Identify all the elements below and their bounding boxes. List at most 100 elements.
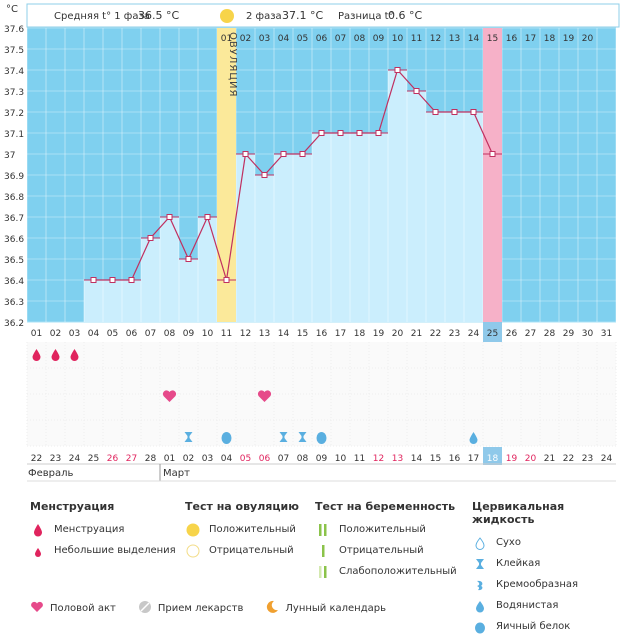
legend-pregnancy-weak: Слабоположительный bbox=[339, 566, 457, 577]
y-tick-label: 36.5 bbox=[4, 256, 24, 266]
legend-cervical-creamy: Кремообразная bbox=[496, 579, 579, 590]
calendar-date: 07 bbox=[278, 454, 289, 464]
legend-bottom-row: Половой акт Прием лекарств Лунный календ… bbox=[30, 600, 408, 617]
legend-pregnancy-positive: Положительный bbox=[339, 524, 426, 535]
cycle-day-label: 04 bbox=[88, 329, 100, 339]
menstruation-drop-icon bbox=[51, 349, 60, 361]
calendar-date: 08 bbox=[297, 454, 309, 464]
bar bbox=[445, 112, 464, 322]
pregnancy-weak-icon bbox=[315, 565, 331, 579]
today-marker bbox=[483, 447, 502, 465]
top-day-label: 18 bbox=[544, 34, 556, 44]
bar bbox=[331, 133, 350, 322]
cycle-day-label: 06 bbox=[126, 329, 138, 339]
top-day-label: 06 bbox=[316, 34, 328, 44]
spotting-drop-icon bbox=[30, 544, 46, 558]
bar bbox=[122, 280, 141, 322]
data-point bbox=[204, 214, 211, 220]
cycle-day-label: 28 bbox=[544, 329, 556, 339]
bar bbox=[464, 112, 483, 322]
ovulation-sun-icon bbox=[220, 9, 234, 23]
top-day-label: 16 bbox=[506, 34, 518, 44]
cycle-day-label: 24 bbox=[468, 329, 480, 339]
cycle-day-label: 20 bbox=[392, 329, 404, 339]
top-day-label: 07 bbox=[335, 34, 346, 44]
data-point bbox=[223, 277, 230, 283]
y-tick-label: 36.9 bbox=[4, 172, 24, 182]
y-tick-label: 36.3 bbox=[4, 298, 24, 308]
legend-cervical-eggwhite: Яичный белок bbox=[496, 621, 571, 632]
legend-ovulation-test-title: Тест на овуляцию bbox=[185, 500, 299, 513]
bar bbox=[407, 91, 426, 322]
y-tick-label: 37.1 bbox=[4, 130, 24, 140]
calendar-date: 10 bbox=[335, 454, 347, 464]
bar bbox=[84, 280, 103, 322]
top-day-label: 13 bbox=[449, 34, 460, 44]
top-day-label: 04 bbox=[278, 34, 290, 44]
calendar-date: 28 bbox=[145, 454, 157, 464]
data-point bbox=[242, 151, 249, 157]
cycle-day-label: 31 bbox=[601, 329, 612, 339]
legend-cervical-watery: Водянистая bbox=[496, 600, 559, 611]
cycle-day-label: 14 bbox=[278, 329, 290, 339]
calendar-date: 17 bbox=[468, 454, 479, 464]
data-point bbox=[375, 130, 382, 136]
calendar-date: 11 bbox=[354, 454, 365, 464]
data-point bbox=[394, 67, 401, 73]
moon-icon bbox=[265, 600, 279, 617]
phase1-value: 36.5 °C bbox=[138, 9, 179, 22]
cycle-day-label: 19 bbox=[373, 329, 385, 339]
ovulation-negative-icon bbox=[185, 544, 201, 558]
y-tick-label: 36.8 bbox=[4, 193, 24, 203]
data-point bbox=[451, 109, 458, 115]
cycle-day-label: 09 bbox=[183, 329, 195, 339]
egg-white-icon bbox=[316, 432, 327, 444]
calendar-date: 23 bbox=[50, 454, 61, 464]
legend-pregnancy-negative: Отрицательный bbox=[339, 545, 424, 556]
heart-icon bbox=[30, 601, 44, 616]
bar bbox=[426, 112, 445, 322]
top-day-label: 10 bbox=[392, 34, 404, 44]
cycle-day-label: 10 bbox=[202, 329, 214, 339]
y-tick-label: 37.3 bbox=[4, 88, 24, 98]
cycle-day-label: 11 bbox=[221, 329, 232, 339]
cycle-day-label: 29 bbox=[563, 329, 575, 339]
legend-pregnancy-test: Тест на беременность Положительный Отриц… bbox=[315, 500, 457, 582]
egg-white-icon bbox=[221, 432, 232, 444]
data-point bbox=[90, 277, 97, 283]
y-tick-label: 37 bbox=[4, 151, 15, 161]
calendar-date: 25 bbox=[88, 454, 99, 464]
data-point bbox=[356, 130, 363, 136]
cycle-day-label: 16 bbox=[316, 329, 328, 339]
calendar-date: 24 bbox=[69, 454, 81, 464]
data-point bbox=[489, 151, 496, 157]
calendar-date: 14 bbox=[411, 454, 423, 464]
top-day-label: 14 bbox=[468, 34, 480, 44]
bar bbox=[160, 217, 179, 322]
cycle-day-label: 03 bbox=[69, 329, 80, 339]
data-point bbox=[128, 277, 135, 283]
cycle-day-label: 26 bbox=[506, 329, 518, 339]
legend-medication: Прием лекарств bbox=[157, 603, 244, 614]
bar bbox=[255, 175, 274, 322]
heart-icon bbox=[162, 390, 177, 402]
top-day-label: 20 bbox=[582, 34, 594, 44]
bar bbox=[198, 217, 217, 322]
calendar-date: 19 bbox=[506, 454, 518, 464]
ovulation-positive-icon bbox=[185, 523, 201, 537]
calendar-date: 06 bbox=[259, 454, 271, 464]
cycle-day-label: 05 bbox=[107, 329, 118, 339]
highlight-column bbox=[483, 28, 502, 322]
top-day-label: 17 bbox=[525, 34, 536, 44]
cycle-day-label: 18 bbox=[354, 329, 366, 339]
top-day-label: 15 bbox=[487, 34, 498, 44]
phase1-label: Средняя t° 1 фаза bbox=[54, 11, 150, 22]
bar bbox=[141, 238, 160, 322]
calendar-date: 21 bbox=[544, 454, 555, 464]
phase2-label: 2 фаза bbox=[246, 11, 282, 22]
calendar-date: 26 bbox=[107, 454, 119, 464]
bar bbox=[312, 133, 331, 322]
legend-pregnancy-test-title: Тест на беременность bbox=[315, 500, 456, 513]
y-tick-label: 36.4 bbox=[4, 277, 24, 287]
calendar-date: 27 bbox=[126, 454, 137, 464]
